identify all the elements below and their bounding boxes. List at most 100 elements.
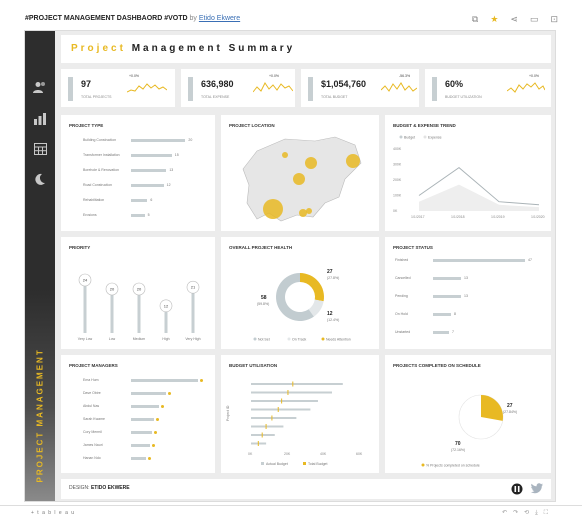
bar [131,405,159,408]
kpi-value: 636,980 [201,79,234,89]
priority-stem [83,282,87,333]
priority-bubble [159,299,173,313]
health-yellow-pct: (27.8%) [327,276,339,280]
bar-row[interactable]: Road Construction 12 [61,182,215,190]
budget-line [418,166,540,206]
users-icon[interactable] [32,81,48,95]
priority-value: 21 [191,285,196,290]
bar-row[interactable]: On Hold 8 [385,311,551,319]
bar-row[interactable]: James Nauri [61,442,215,450]
bar-row[interactable]: Unstarted 7 [385,329,551,337]
bar-label: Unstarted [395,330,411,334]
kpi-bar [68,77,73,101]
bar-value: 47 [528,258,532,262]
dashboard-header: Project Management Summary [61,35,551,63]
bar [131,199,148,202]
kpi-sparkline [507,82,545,93]
kpi-bar [432,77,437,101]
fullscreen-icon[interactable]: ⛶ [543,510,554,516]
bar-dot [156,418,160,421]
util-bar [251,434,275,436]
medium-icon[interactable] [511,483,523,495]
kpi-card-utilization[interactable]: 60% BUDGET UTILIZATION +0.0% [425,69,551,107]
priority-stem [137,291,141,333]
bar-row[interactable]: Dave Obire [61,390,215,398]
bar-label: James Nauri [83,443,103,447]
calendar-icon[interactable] [32,143,48,157]
legend-label: Total Budget [308,462,327,466]
bar-row[interactable]: Cancelled 13 [385,275,551,283]
bar-row[interactable]: Sarah Kwame [61,416,215,424]
tableau-logo[interactable]: + t a b l e a u [31,510,76,516]
budget-trend-card: BUDGET & EXPENSE TREND Budget Expense 400K… [385,115,551,231]
star-icon[interactable]: ★ [490,14,499,24]
bar-row[interactable]: Hanan Ndo [61,455,215,463]
location-bubble [305,157,317,169]
bar-row[interactable]: Abdul Nas [61,403,215,411]
priority-bubble [186,280,200,294]
util-marker [265,424,267,429]
download-icon[interactable]: ⤓ [535,510,544,516]
kpi-label: TOTAL PROJECTS [81,95,112,99]
bar-value: 20 [188,138,193,142]
legend-label: Needs Attention [326,338,351,342]
bar-row[interactable]: Finished 47 [385,257,551,265]
bar-row[interactable]: Erosions 5 [61,212,215,220]
kpi-value: $1,054,760 [321,79,367,89]
share-icon[interactable]: ⋖ [510,14,518,24]
bar-row[interactable]: Pending 13 [385,293,551,301]
copy-icon[interactable]: ⧉ [471,14,479,24]
kpi-change: +0.0% [529,74,540,78]
undo-icon[interactable]: ↶ [502,510,514,516]
moon-icon[interactable] [32,173,48,187]
bar-value: 6 [150,198,153,202]
project-location-card: PROJECT LOCATION [221,115,379,231]
bar-row[interactable]: Cory Mermil [61,429,215,437]
y-tick-label: 200K [393,178,402,182]
revert-icon[interactable]: ⟲ [524,510,536,516]
kpi-card-expense[interactable]: 636,980 TOTAL EXPENSE +0.0% [181,69,295,107]
author-link[interactable]: Etido Ekwere [198,15,241,22]
bar [131,457,147,460]
kpi-card-budget[interactable]: $1,054,760 TOTAL BUDGET -56.3% [301,69,419,107]
kpi-card-projects[interactable]: 97 TOTAL PROJECTS +0.0% [61,69,175,107]
health-yellow-value: 27 [327,269,333,275]
health-card: OVERALL PROJECT HEALTH 27 (27.8%) 58 (59.8%… [221,237,379,349]
donut-slice [300,273,324,302]
kpi-change: +0.0% [269,74,280,78]
comment-icon[interactable]: ▭ [529,14,539,24]
priority-chart[interactable]: 24 Very Low 20 Low 20 Medium 12 High 21 Very High [61,251,215,349]
kpi-bar [308,77,313,101]
bar-row[interactable]: Ema Hum [61,377,215,385]
twitter-icon[interactable] [531,483,543,494]
y-tick-label: 0K [393,209,398,213]
project-type-card: PROJECT TYPE Building Construction 20 Tran… [61,115,215,231]
bar-chart-icon[interactable] [32,113,48,127]
location-bubble [346,154,360,168]
bar-row[interactable]: Building Construction 20 [61,137,215,145]
bar-dot [168,392,171,395]
bar-row[interactable]: Rehabilitation 6 [61,197,215,205]
redo-icon[interactable]: ↷ [513,510,525,516]
kpi-change: -56.3% [399,74,411,78]
kpi-label: BUDGET UTILIZATION [445,95,482,99]
sidebar-title: PROJECT MANAGEMENT [35,348,45,483]
bar-row[interactable]: Transformer Installation 15 [61,152,215,160]
bar [433,313,451,316]
health-grey-pct: (59.8%) [257,302,269,306]
bar-dot [161,405,164,408]
bar-dot [151,444,155,447]
legend-dot [321,337,325,341]
nigeria-map[interactable] [235,133,365,225]
bar-row[interactable]: Borehole & Renovation 13 [61,167,215,175]
schedule-pie[interactable]: 27(27.84%) 70(72.16%) % Projects completed… [385,369,551,473]
pie-slice-completed [481,395,503,421]
bar-label: Dave Obire [83,391,101,395]
kpi-bar [188,77,193,101]
health-donut[interactable]: 27(27.8%) 58(59.8%) 12(12.4%) Not Set On Tra… [221,251,379,349]
bar [433,295,461,298]
health-light-pct: (12.4%) [327,318,339,322]
budget-util-chart[interactable]: Project ID 0K 20K 40K 60K Actual Budget Total … [221,369,379,473]
present-icon[interactable]: ⊡ [550,14,558,24]
trend-chart[interactable]: Budget Expense 400K 300K 200K 100K 0K 1/1/2017 1… [389,129,547,229]
